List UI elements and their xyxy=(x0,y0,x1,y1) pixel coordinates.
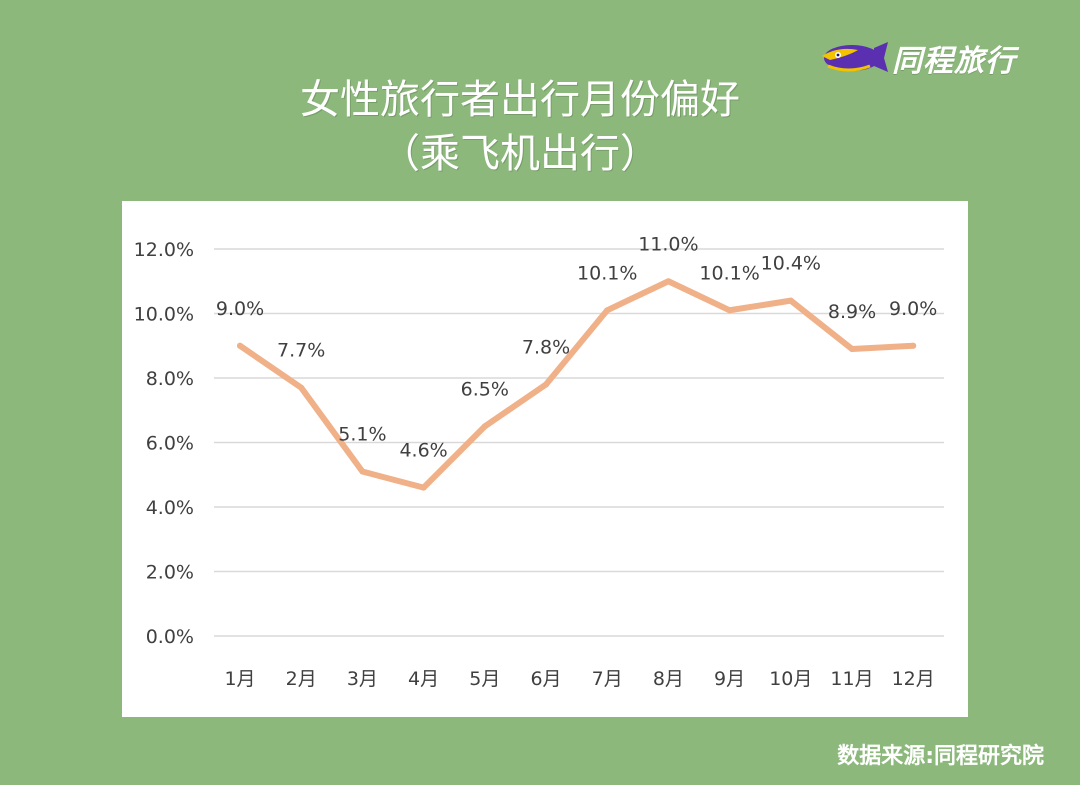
data-label: 11.0% xyxy=(638,233,698,255)
data-label: 7.8% xyxy=(522,336,570,358)
y-tick-label: 10.0% xyxy=(134,304,194,326)
data-point xyxy=(910,342,917,349)
data-point xyxy=(298,384,305,391)
data-point xyxy=(543,381,549,388)
data-label: 9.0% xyxy=(889,298,937,320)
line-chart: 0.0% 2.0% 4.0% 6.0% 8.0% 10.0% 12.0% 1月 2月 3月 4月 5月… xyxy=(134,233,944,690)
x-tick-label: 9月 xyxy=(714,668,745,690)
brand-logo: 同程旅行 xyxy=(818,36,1048,80)
data-point xyxy=(420,484,427,491)
data-source: 数据来源:同程研究院 xyxy=(837,744,1044,769)
chart-title-line1: 女性旅行者出行月份偏好 xyxy=(300,77,740,123)
data-point xyxy=(849,345,855,352)
data-label: 4.6% xyxy=(399,440,447,462)
data-point xyxy=(359,468,366,475)
y-tick-label: 6.0% xyxy=(146,433,194,455)
x-tick-label: 11月 xyxy=(830,668,873,690)
data-label: 9.0% xyxy=(216,298,264,320)
series-line xyxy=(237,278,917,491)
y-tick-label: 2.0% xyxy=(146,562,194,584)
y-tick-label: 0.0% xyxy=(146,626,194,648)
data-label: 8.9% xyxy=(828,301,876,323)
y-tick-label: 4.0% xyxy=(146,497,194,519)
x-tick-label: 1月 xyxy=(224,668,255,690)
brand-name: 同程旅行 xyxy=(892,44,1016,79)
x-tick-label: 3月 xyxy=(347,668,378,690)
x-tick-label: 2月 xyxy=(286,668,317,690)
x-tick-label: 6月 xyxy=(530,668,561,690)
data-point xyxy=(726,307,733,314)
x-tick-label: 10月 xyxy=(769,668,812,690)
data-label: 10.1% xyxy=(699,262,759,284)
chart-title-line2: （乘飞机出行） xyxy=(380,131,660,177)
chart-panel: 0.0% 2.0% 4.0% 6.0% 8.0% 10.0% 12.0% 1月 2月 3月 4月 5月… xyxy=(122,201,968,717)
data-label: 6.5% xyxy=(461,378,509,400)
data-label: 5.1% xyxy=(338,424,386,446)
x-tick-label: 5月 xyxy=(469,668,500,690)
data-point xyxy=(665,278,672,285)
data-point xyxy=(787,297,794,304)
x-tick-label: 12月 xyxy=(892,668,935,690)
x-tick-label: 8月 xyxy=(653,668,684,690)
x-tick-label: 7月 xyxy=(592,668,623,690)
data-label: 10.4% xyxy=(761,253,821,275)
brand-fish-icon xyxy=(822,42,888,72)
y-tick-label: 12.0% xyxy=(134,239,194,261)
data-point xyxy=(237,342,243,349)
x-tick-label: 4月 xyxy=(408,668,439,690)
data-point xyxy=(604,307,611,314)
data-label: 10.1% xyxy=(577,262,637,284)
data-point xyxy=(481,423,488,430)
data-label: 7.7% xyxy=(277,340,325,362)
y-tick-label: 8.0% xyxy=(146,368,194,390)
